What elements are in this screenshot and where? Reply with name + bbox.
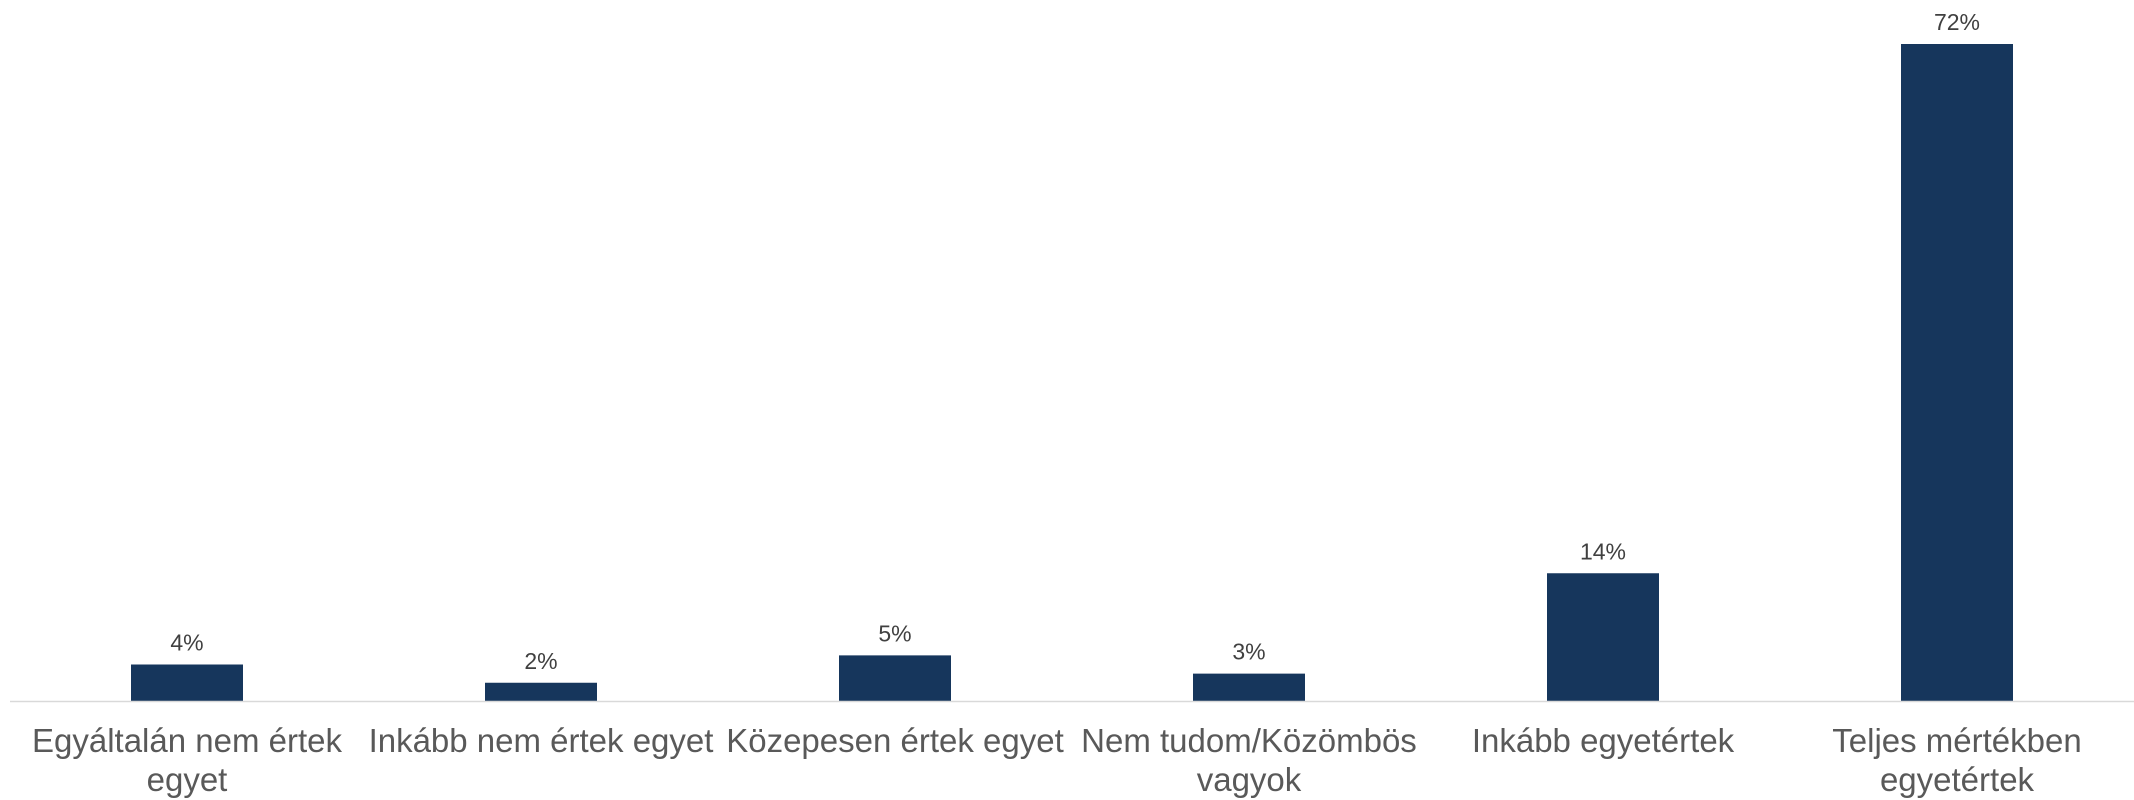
- value-label: 5%: [878, 620, 911, 646]
- x-tick-label: Inkább nem értek egyet: [368, 722, 714, 759]
- x-tick-label: Inkább egyetértek: [1471, 722, 1735, 759]
- bar: [1547, 573, 1659, 701]
- bar: [131, 664, 243, 701]
- value-label: 3%: [1232, 639, 1265, 665]
- bar: [485, 682, 597, 701]
- x-tick-label: Nem tudom/Közömbös vagyok: [1081, 722, 1417, 798]
- bar: [1193, 673, 1305, 701]
- x-tick-label: Közepesen értek egyet: [726, 722, 1064, 759]
- x-tick-label: Teljes mértékben egyetértek: [1832, 722, 2082, 798]
- bar: [839, 655, 951, 701]
- value-label: 72%: [1934, 9, 1980, 35]
- value-label: 4%: [170, 630, 203, 656]
- value-label: 2%: [524, 648, 557, 674]
- x-tick-label: Egyáltalán nem értek egyet: [31, 722, 342, 798]
- bar: [1901, 44, 2013, 701]
- value-label: 14%: [1580, 538, 1626, 564]
